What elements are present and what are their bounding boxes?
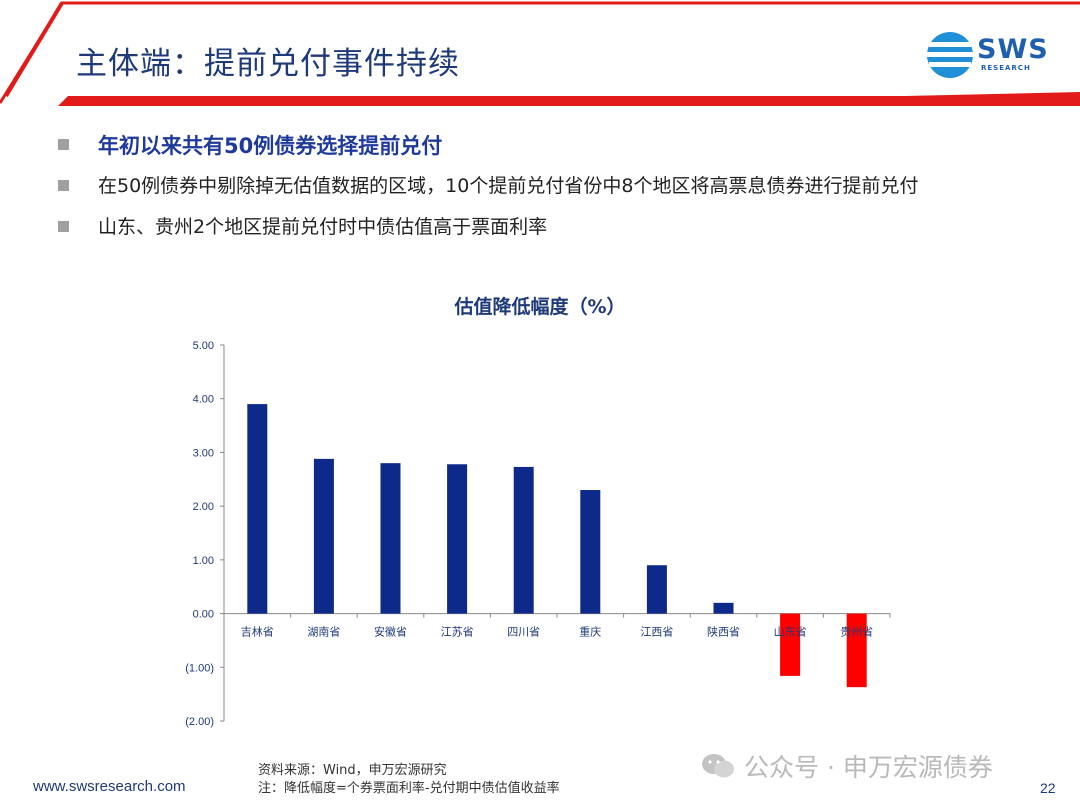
y-tick-label: (1.00) (185, 662, 214, 674)
y-tick-label: 2.00 (193, 501, 214, 513)
bar (313, 458, 334, 614)
x-tick-label: 安徽省 (374, 625, 407, 639)
bullet-square-icon (58, 180, 69, 191)
y-tick-label: 5.00 (193, 340, 214, 352)
footer-source: 资料来源：Wind，申万宏源研究 注：降低幅度=个券票面利率-兑付期中债估值收益… (258, 762, 560, 798)
page-title: 主体端：提前兑付事件持续 (76, 46, 460, 82)
bar (247, 404, 268, 614)
x-tick-label: 吉林省 (241, 625, 274, 639)
bullet-text: 在50例债券中剔除掉无估值数据的区域，10个提前兑付省份中8个地区将高票息债券进… (98, 175, 919, 197)
wechat-icon (702, 754, 734, 778)
sws-globe-icon (927, 32, 973, 78)
bar (780, 613, 801, 676)
x-tick-label: 江苏省 (441, 626, 474, 639)
x-tick-label: 湖南省 (307, 626, 340, 639)
y-tick-label: 3.00 (193, 447, 214, 459)
x-tick-label: 四川省 (507, 626, 540, 639)
bar (380, 463, 401, 614)
page-number: 22 (1040, 780, 1056, 796)
bullet-square-icon (58, 139, 69, 150)
chart-title: 估值降低幅度（%） (454, 296, 626, 318)
note-text: 注：降低幅度=个券票面利率-兑付期中债估值收益率 (258, 781, 560, 796)
bar (513, 466, 534, 614)
header-red-bar (58, 96, 910, 106)
x-tick-label: 陕西省 (707, 625, 740, 639)
y-tick-label: (2.00) (185, 716, 214, 728)
watermark-text: 公众号 · 申万宏源债券 (744, 753, 993, 782)
source-text: 资料来源：Wind，申万宏源研究 (258, 763, 447, 778)
bullet-text: 年初以来共有50例债券选择提前兑付 (98, 134, 443, 158)
logo-subtext: RESEARCH (981, 64, 1031, 72)
sws-logo: SWS RESEARCH (925, 30, 1060, 80)
y-tick-label: 1.00 (193, 555, 214, 567)
y-tick-label: 4.00 (193, 394, 214, 406)
footer-url[interactable]: www.swsresearch.com (33, 778, 186, 795)
y-tick-label: 0.00 (193, 609, 214, 621)
x-tick-label: 山东省 (774, 626, 807, 639)
bar (846, 613, 867, 688)
bullet-text: 山东、贵州2个地区提前兑付时中债估值高于票面利率 (98, 216, 548, 238)
header-shape (0, 0, 1080, 106)
bullet-square-icon (58, 221, 69, 232)
logo-text: SWS (977, 34, 1049, 65)
bar (447, 464, 468, 614)
x-tick-label: 重庆 (579, 625, 601, 639)
bar (713, 602, 734, 614)
bar (646, 565, 667, 614)
x-tick-label: 贵州省 (840, 626, 873, 639)
slide-header: 主体端：提前兑付事件持续 SWS RESEARCH (0, 0, 1080, 108)
bar (580, 490, 601, 614)
x-tick-label: 江西省 (640, 626, 673, 639)
